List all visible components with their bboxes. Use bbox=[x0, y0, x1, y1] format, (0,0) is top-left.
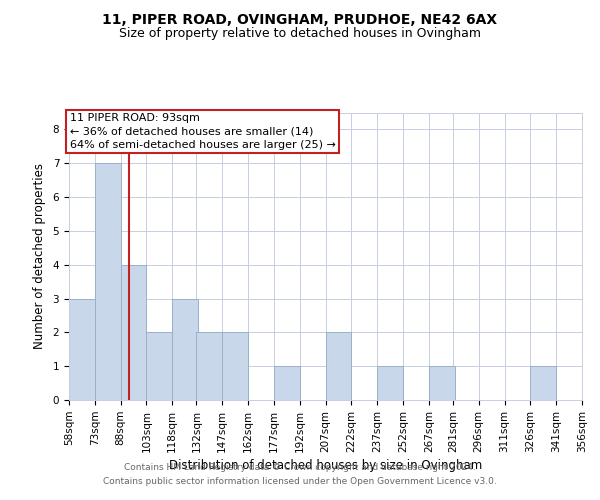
Bar bbox=[530, 366, 556, 400]
Bar bbox=[429, 366, 455, 400]
Bar bbox=[146, 332, 172, 400]
Text: Contains public sector information licensed under the Open Government Licence v3: Contains public sector information licen… bbox=[103, 477, 497, 486]
Bar bbox=[69, 298, 95, 400]
Text: 11, PIPER ROAD, OVINGHAM, PRUDHOE, NE42 6AX: 11, PIPER ROAD, OVINGHAM, PRUDHOE, NE42 … bbox=[103, 12, 497, 26]
Bar bbox=[377, 366, 403, 400]
Bar bbox=[196, 332, 222, 400]
Bar bbox=[274, 366, 299, 400]
Bar bbox=[325, 332, 352, 400]
X-axis label: Distribution of detached houses by size in Ovingham: Distribution of detached houses by size … bbox=[169, 459, 482, 472]
Text: Contains HM Land Registry data © Crown copyright and database right 2024.: Contains HM Land Registry data © Crown c… bbox=[124, 464, 476, 472]
Bar bbox=[121, 264, 146, 400]
Text: 11 PIPER ROAD: 93sqm
← 36% of detached houses are smaller (14)
64% of semi-detac: 11 PIPER ROAD: 93sqm ← 36% of detached h… bbox=[70, 113, 335, 150]
Bar bbox=[95, 163, 121, 400]
Bar bbox=[222, 332, 248, 400]
Y-axis label: Number of detached properties: Number of detached properties bbox=[33, 163, 46, 350]
Text: Size of property relative to detached houses in Ovingham: Size of property relative to detached ho… bbox=[119, 28, 481, 40]
Bar bbox=[172, 298, 198, 400]
